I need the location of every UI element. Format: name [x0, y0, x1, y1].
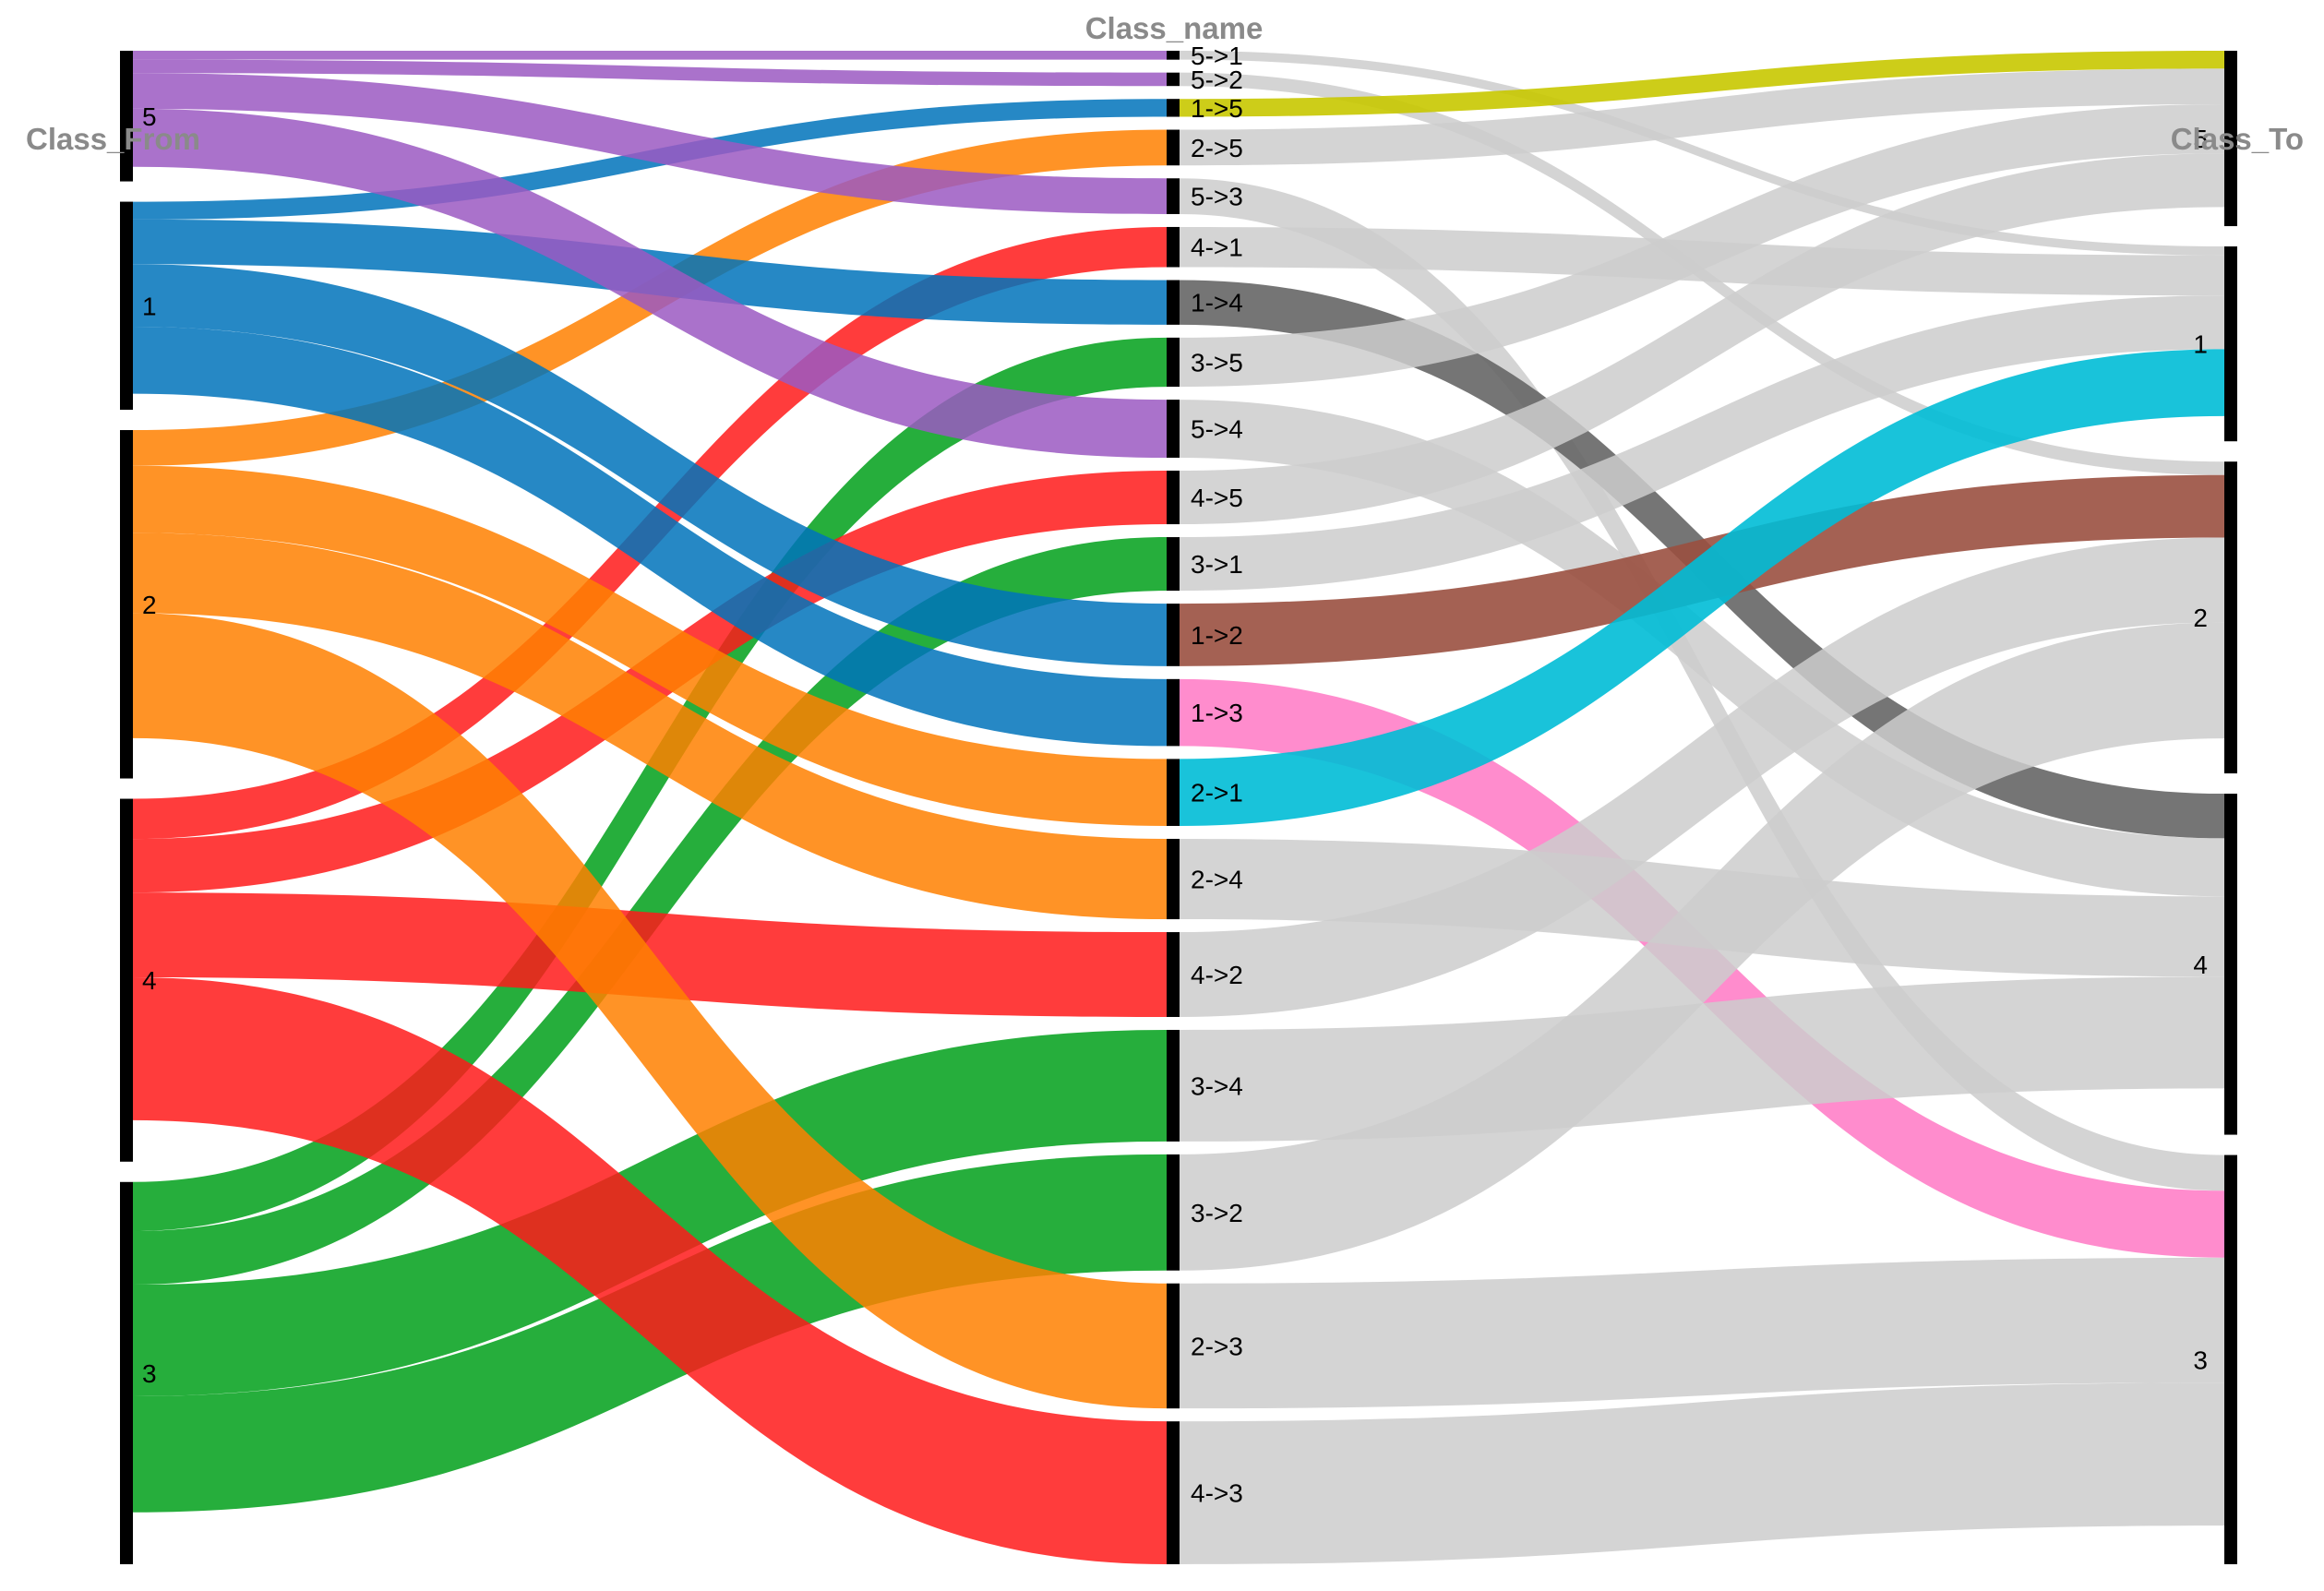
class-name-label-4-to-2: 4->2: [1191, 961, 1243, 989]
class-to-label-1: 1: [2193, 330, 2208, 359]
flows-from-to-name: [133, 51, 1167, 1564]
class-name-label-1-to-5: 1->5: [1191, 94, 1243, 123]
class-name-label-1-to-2: 1->2: [1191, 621, 1243, 650]
class-name-label-5-to-1: 5->1: [1191, 42, 1243, 70]
class-name-node-5-to-2: [1167, 72, 1180, 87]
class-to-node-5: [2224, 51, 2237, 227]
class-from-label-1: 1: [142, 292, 157, 320]
node-bars: [120, 51, 2237, 1564]
class-name-node-3-to-2: [1167, 1154, 1180, 1271]
class-name-label-5-to-4: 5->4: [1191, 415, 1243, 444]
class-from-node-4: [120, 798, 133, 1162]
class-name-label-2-to-4: 2->4: [1191, 866, 1243, 894]
flow-from-3-to-1: [133, 537, 1167, 1286]
axis-title-class-from: Class_From: [26, 122, 200, 156]
class-to-label-3: 3: [2193, 1346, 2208, 1374]
class-name-label-2-to-3: 2->3: [1191, 1332, 1243, 1360]
flow-to-3-to-5: [1180, 104, 2224, 388]
flow-to-4-to-5: [1180, 153, 2224, 525]
class-name-node-4-to-5: [1167, 470, 1180, 525]
class-from-node-3: [120, 1181, 133, 1564]
class-name-node-1-to-2: [1167, 604, 1180, 666]
class-name-label-1-to-3: 1->3: [1191, 699, 1243, 727]
node-labels: 5 1 2 4 3 5->15->21->5 2->5 5->3 4->1 1->4 3->5 5->…: [142, 42, 2208, 1508]
class-name-node-1-to-3: [1167, 678, 1180, 747]
flow-to-1-to-5: [1180, 51, 2224, 117]
class-to-label-2: 2: [2193, 604, 2208, 632]
class-name-node-3-to-5: [1167, 337, 1180, 388]
class-name-node-2-to-1: [1167, 759, 1180, 826]
class-name-label-3-to-1: 3->1: [1191, 550, 1243, 579]
flow-from-4-to-5: [133, 470, 1167, 893]
class-name-node-2-to-3: [1167, 1283, 1180, 1409]
class-to-node-4: [2224, 794, 2237, 1135]
flow-to-5-to-1: [1180, 51, 2224, 256]
class-name-label-4-to-3: 4->3: [1191, 1479, 1243, 1508]
flow-to-5-to-3: [1180, 178, 2224, 1191]
class-to-node-2: [2224, 461, 2237, 774]
class-to-label-5: 5: [2193, 125, 2208, 153]
class-name-node-4-to-1: [1167, 226, 1180, 268]
flow-to-4-to-2: [1180, 537, 2224, 1017]
class-name-label-3-to-4: 3->4: [1191, 1071, 1243, 1100]
class-to-node-1: [2224, 246, 2237, 442]
class-name-label-4-to-5: 4->5: [1191, 484, 1243, 512]
class-name-node-3-to-4: [1167, 1029, 1180, 1142]
class-name-node-5-to-3: [1167, 178, 1180, 214]
flow-to-4-to-3: [1180, 1382, 2224, 1564]
class-name-node-5-to-4: [1167, 400, 1180, 458]
flow-to-2-to-5: [1180, 68, 2224, 166]
class-to-node-3: [2224, 1154, 2237, 1564]
flow-from-2-to-4: [133, 532, 1167, 920]
flow-from-3-to-5: [133, 337, 1167, 1232]
class-name-label-5-to-2: 5->2: [1191, 66, 1243, 94]
class-from-node-5: [120, 51, 133, 182]
class-from-label-4: 4: [142, 966, 157, 995]
class-name-node-5-to-1: [1167, 51, 1180, 60]
class-name-node-4-to-3: [1167, 1421, 1180, 1564]
class-name-label-5-to-3: 5->3: [1191, 183, 1243, 211]
class-name-label-4-to-1: 4->1: [1191, 233, 1243, 262]
flow-from-1-to-3: [133, 327, 1167, 747]
axis-title-class-to: Class_To: [2171, 122, 2304, 156]
class-name-node-1-to-5: [1167, 99, 1180, 117]
class-from-node-2: [120, 430, 133, 779]
flow-from-5-to-1: [133, 51, 1167, 60]
class-name-node-2-to-4: [1167, 838, 1180, 920]
flow-from-5-to-2: [133, 59, 1167, 87]
class-from-node-1: [120, 201, 133, 411]
flow-to-2-to-3: [1180, 1257, 2224, 1409]
flow-from-4-to-3: [133, 977, 1167, 1564]
class-name-node-2-to-5: [1167, 129, 1180, 166]
flows-name-to-to: [1180, 51, 2224, 1564]
class-name-label-3-to-5: 3->5: [1191, 348, 1243, 377]
class-from-label-2: 2: [142, 591, 157, 619]
class-from-label-3: 3: [142, 1359, 157, 1388]
class-name-label-1-to-4: 1->4: [1191, 289, 1243, 317]
class-name-label-3-to-2: 3->2: [1191, 1199, 1243, 1227]
class-name-label-2-to-1: 2->1: [1191, 779, 1243, 807]
flow-to-3-to-1: [1180, 295, 2224, 592]
flow-from-1-to-2: [133, 264, 1167, 666]
flow-to-5-to-4: [1180, 400, 2224, 897]
class-from-label-5: 5: [142, 102, 157, 131]
flow-from-2-to-3: [133, 613, 1167, 1409]
flow-from-5-to-3: [133, 73, 1167, 214]
class-name-node-1-to-4: [1167, 280, 1180, 325]
class-name-label-2-to-5: 2->5: [1191, 134, 1243, 162]
axis-title-class-name: Class_name: [1085, 11, 1264, 45]
flow-from-2-to-1: [133, 465, 1167, 826]
class-name-node-3-to-1: [1167, 537, 1180, 592]
flow-to-3-to-2: [1180, 622, 2224, 1271]
flow-to-2-to-1: [1180, 349, 2224, 826]
class-to-label-4: 4: [2193, 951, 2208, 979]
flow-from-5-to-4: [133, 108, 1167, 458]
class-name-node-4-to-2: [1167, 932, 1180, 1017]
